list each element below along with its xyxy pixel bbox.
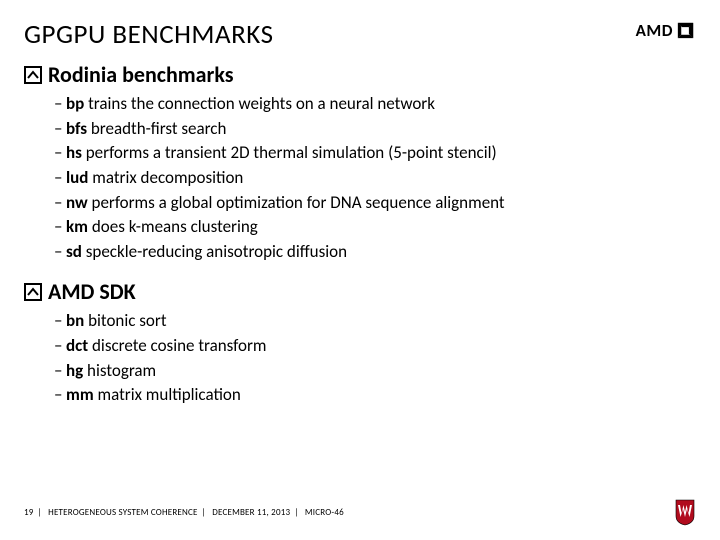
amd-arrow-icon xyxy=(677,22,694,39)
list-item: –bn bitonic sort xyxy=(54,309,696,334)
list-item: –lud matrix decomposition xyxy=(54,166,696,191)
item-desc: matrix decomposition xyxy=(92,167,243,188)
slide: GPGPU BENCHMARKS AMD Rodinia benchmarks … xyxy=(0,0,720,540)
bullet-marker-icon xyxy=(24,66,42,84)
item-desc: discrete cosine transform xyxy=(92,335,267,356)
list-item: –nw performs a global optimization for D… xyxy=(54,191,696,216)
item-list: –bp trains the connection weights on a n… xyxy=(54,92,696,264)
footer-venue: MICRO-46 xyxy=(305,507,344,518)
footer-page: 19 xyxy=(24,507,34,518)
section-label: Rodinia benchmarks xyxy=(48,61,234,88)
item-abbr: nw xyxy=(66,192,88,213)
section-heading: Rodinia benchmarks xyxy=(24,61,696,88)
item-abbr: lud xyxy=(66,167,88,188)
page-title: GPGPU BENCHMARKS xyxy=(24,18,696,51)
item-desc: matrix multiplication xyxy=(98,384,241,405)
footer: 19| HETEROGENEOUS SYSTEM COHERENCE| DECE… xyxy=(24,498,696,526)
item-desc: performs a global optimization for DNA s… xyxy=(92,192,505,213)
list-item: –bp trains the connection weights on a n… xyxy=(54,92,696,117)
list-item: –km does k-means clustering xyxy=(54,215,696,240)
item-abbr: km xyxy=(66,216,88,237)
section-heading: AMD SDK xyxy=(24,278,696,305)
amd-logo: AMD xyxy=(636,20,694,41)
list-item: –hg histogram xyxy=(54,359,696,384)
bullet-marker-icon xyxy=(24,283,42,301)
footer-date: DECEMBER 11, 2013 xyxy=(212,507,290,518)
list-item: –bfs breadth-first search xyxy=(54,117,696,142)
item-desc: breadth-first search xyxy=(91,118,227,139)
item-abbr: dct xyxy=(66,335,88,356)
wisconsin-badge-icon xyxy=(674,498,696,526)
item-abbr: sd xyxy=(66,241,82,262)
item-abbr: mm xyxy=(66,384,94,405)
section-label: AMD SDK xyxy=(48,278,136,305)
footer-title: HETEROGENEOUS SYSTEM COHERENCE xyxy=(48,507,198,518)
list-item: –mm matrix multiplication xyxy=(54,383,696,408)
item-desc: speckle-reducing anisotropic diffusion xyxy=(86,241,347,262)
item-abbr: hg xyxy=(66,360,83,381)
item-desc: performs a transient 2D thermal simulati… xyxy=(86,142,497,163)
amd-logo-text: AMD xyxy=(636,20,673,41)
list-item: –hs performs a transient 2D thermal simu… xyxy=(54,141,696,166)
item-desc: bitonic sort xyxy=(88,310,166,331)
item-desc: histogram xyxy=(87,360,156,381)
item-abbr: hs xyxy=(66,142,82,163)
item-abbr: bn xyxy=(66,310,84,331)
list-item: –dct discrete cosine transform xyxy=(54,334,696,359)
item-desc: does k-means clustering xyxy=(92,216,258,237)
footer-text: 19| HETEROGENEOUS SYSTEM COHERENCE| DECE… xyxy=(24,507,344,518)
item-desc: trains the connection weights on a neura… xyxy=(88,93,435,114)
item-list: –bn bitonic sort –dct discrete cosine tr… xyxy=(54,309,696,408)
item-abbr: bfs xyxy=(66,118,87,139)
list-item: –sd speckle-reducing anisotropic diffusi… xyxy=(54,240,696,265)
item-abbr: bp xyxy=(66,93,84,114)
